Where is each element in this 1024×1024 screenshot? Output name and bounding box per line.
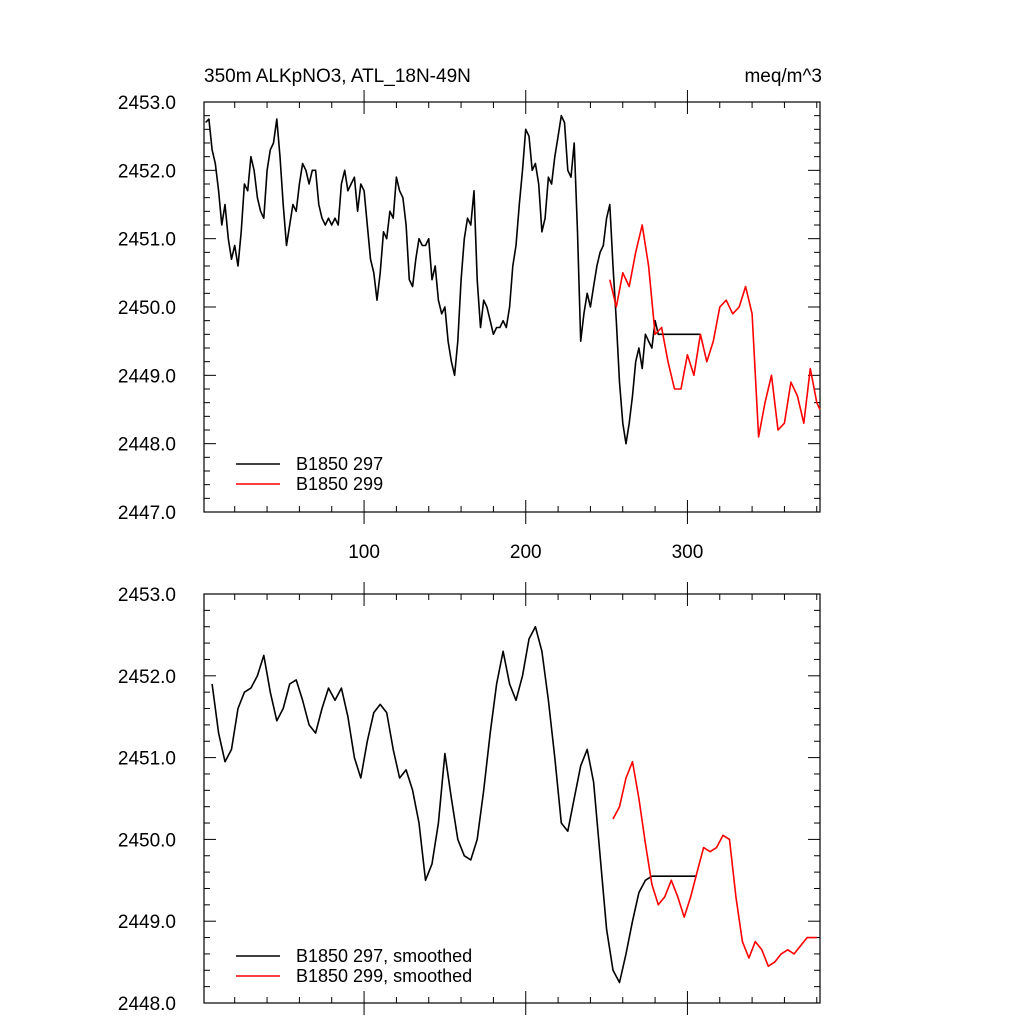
top-panel: 2447.0 2448.0 2449.0 2450.0 2451.0 2452.0 2453… — [118, 90, 821, 563]
x-tick-label: 300 — [672, 542, 704, 563]
y-tick-label: 2449.0 — [118, 912, 176, 933]
legend-label: B1850 297, smoothed — [296, 946, 472, 966]
y-tick-label: 2453.0 — [118, 585, 176, 606]
y-tick-label: 2451.0 — [118, 749, 176, 770]
legend-label: B1850 297 — [296, 454, 383, 474]
bottom-panel: 2448.0 2449.0 2450.0 2451.0 2452.0 2453.0 B185… — [118, 582, 821, 1015]
y-tick-label: 2449.0 — [118, 366, 176, 387]
y-tick-label: 2447.0 — [118, 503, 176, 524]
y-tick-label: 2451.0 — [118, 230, 176, 251]
y-tick-label: 2450.0 — [118, 830, 176, 851]
legend-label: B1850 299 — [296, 474, 383, 494]
series-line-red — [612, 760, 817, 968]
y-tick-label: 2452.0 — [118, 667, 176, 688]
y-tick-label: 2453.0 — [118, 93, 176, 114]
plot-frame — [203, 593, 821, 1004]
y-tick-label: 2448.0 — [118, 435, 176, 456]
y-tick-label: 2450.0 — [118, 298, 176, 319]
x-tick-label: 100 — [348, 542, 380, 563]
y-tick-label: 2452.0 — [118, 161, 176, 182]
x-tick-label: 200 — [510, 542, 542, 563]
chart-title: 350m ALKpNO3, ATL_18N-49N — [204, 66, 471, 87]
units-label: meq/m^3 — [744, 66, 822, 87]
series-line-red — [609, 224, 821, 438]
y-tick-label: 2448.0 — [118, 994, 176, 1015]
plot-frame — [203, 101, 821, 513]
series-line-black — [211, 625, 696, 984]
legend-label: B1850 299, smoothed — [296, 966, 472, 986]
series-line-black — [205, 114, 701, 445]
